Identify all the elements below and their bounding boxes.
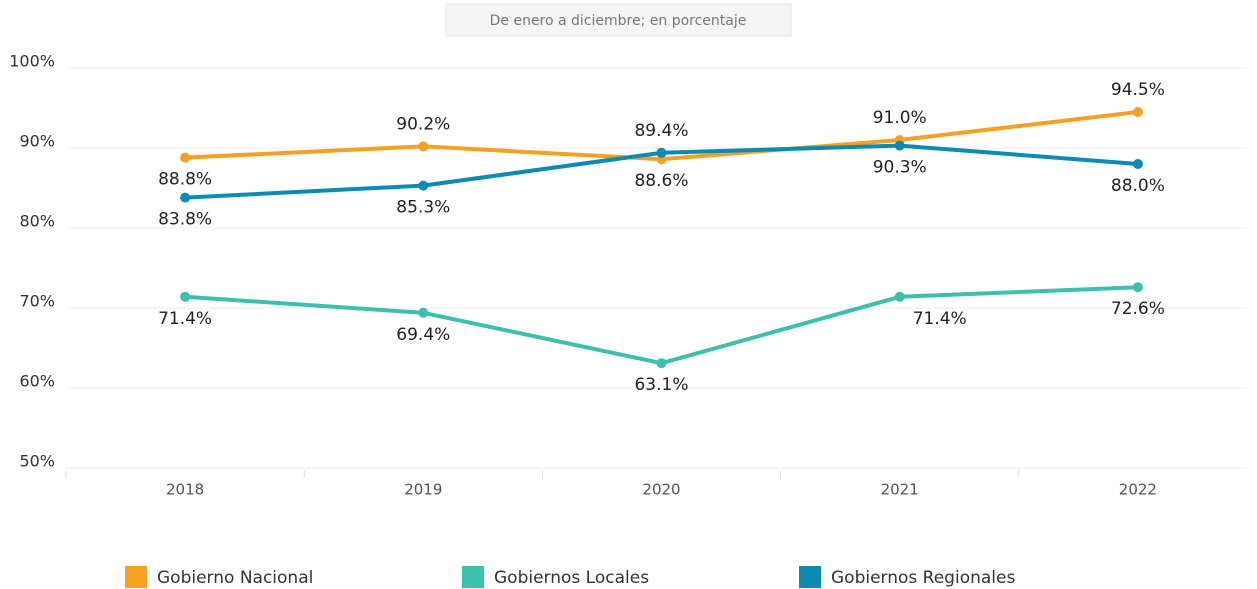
y-tick-label: 80% (19, 212, 55, 231)
point (1132, 282, 1143, 293)
data-label: 69.4% (396, 325, 450, 345)
legend-swatch (799, 566, 821, 588)
legend-label: Gobiernos Regionales (831, 568, 1015, 588)
x-tick-label: 2019 (404, 481, 442, 499)
subtitle-box (445, 3, 792, 37)
legend-label: Gobiernos Locales (494, 568, 649, 588)
data-label: 90.3% (873, 158, 927, 178)
point (418, 307, 429, 318)
data-label: 85.3% (396, 198, 450, 218)
data-label: 91.0% (873, 108, 927, 128)
y-tick-label: 90% (19, 132, 55, 151)
point (418, 141, 429, 152)
legend-swatch (125, 566, 147, 588)
data-label: 88.8% (158, 170, 212, 190)
point (1132, 159, 1143, 169)
data-label: 88.0% (1111, 176, 1165, 196)
data-label: 90.2% (396, 114, 450, 134)
data-label: 83.8% (158, 210, 212, 230)
data-label: 71.4% (158, 309, 212, 329)
x-tick-label: 2018 (166, 481, 204, 499)
point (894, 291, 905, 302)
y-tick-label: 70% (19, 292, 55, 311)
point (180, 192, 191, 203)
point (1132, 107, 1143, 117)
x-tick-label: 2022 (1119, 481, 1157, 499)
point (894, 140, 905, 151)
data-label: 94.5% (1111, 80, 1165, 100)
point (418, 180, 429, 191)
x-tick-label: 2020 (642, 481, 680, 499)
point (656, 147, 667, 158)
x-tick-label: 2021 (881, 481, 919, 499)
point (180, 152, 191, 163)
y-tick-label: 100% (9, 52, 55, 71)
legend-swatch (462, 566, 484, 588)
data-label: 89.4% (634, 121, 688, 141)
point (180, 291, 191, 302)
chart-subtitle: De enero a diciembre; en porcentaje (490, 13, 747, 29)
point (656, 358, 667, 369)
data-label: 63.1% (634, 375, 688, 395)
legend-label: Gobierno Nacional (157, 568, 313, 588)
data-label: 71.4% (913, 309, 967, 329)
y-tick-label: 50% (19, 452, 55, 471)
data-label: 72.6% (1111, 299, 1165, 319)
line (184, 285, 1138, 366)
y-tick-label: 60% (19, 372, 55, 391)
data-label: 88.6% (634, 171, 688, 191)
